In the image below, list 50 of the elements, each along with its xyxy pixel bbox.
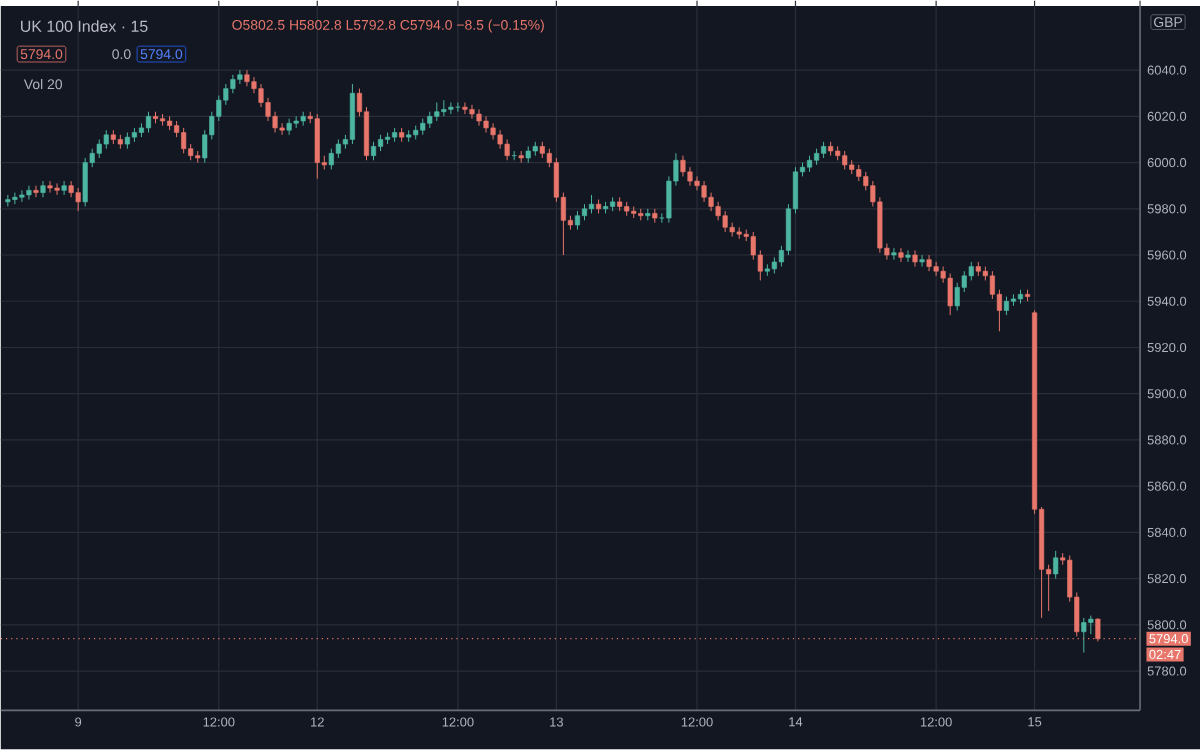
candlestick: [1081, 617, 1087, 654]
candlestick: [75, 187, 81, 212]
candlestick: [230, 74, 236, 94]
candlestick: [314, 113, 320, 180]
candlestick: [33, 185, 39, 198]
candlestick: [434, 102, 440, 122]
candlestick: [574, 210, 581, 231]
candlestick: [82, 157, 88, 208]
candlestick: [1053, 550, 1059, 580]
candlestick: [19, 190, 25, 203]
candlestick: [469, 104, 475, 120]
candlestick: [54, 183, 60, 196]
candlestick: [722, 210, 728, 233]
candlestick: [933, 261, 939, 277]
candlestick: [349, 83, 355, 145]
candlestick: [462, 102, 468, 115]
candlestick: [701, 180, 707, 203]
candlestick: [926, 254, 932, 272]
candlestick: [898, 247, 904, 263]
candlestick: [68, 180, 74, 198]
candlestick: [103, 129, 109, 150]
candlestick: [1003, 296, 1009, 316]
candlestick: [680, 155, 686, 178]
candlestick: [905, 250, 911, 263]
candlestick: [26, 185, 32, 201]
candlestick: [96, 139, 102, 159]
candlestick: [919, 254, 925, 268]
candlestick: [490, 122, 496, 141]
candlestick: [328, 148, 334, 171]
candlestick: [954, 282, 960, 312]
candlestick: [448, 102, 454, 115]
candlestick: [61, 180, 67, 196]
candlestick: [47, 180, 53, 194]
candlestick: [476, 109, 482, 127]
candlestick: [1088, 615, 1094, 635]
candlestick: [455, 102, 461, 113]
candlestick: [286, 118, 292, 136]
candlestick: [237, 69, 243, 85]
candlestick: [145, 111, 152, 134]
candlestick: [40, 180, 46, 198]
candlestick: [483, 116, 489, 134]
candlestick: [244, 69, 250, 87]
candlestick: [912, 250, 918, 268]
candlestick: [181, 127, 187, 155]
candlestick: [947, 273, 953, 316]
candlestick: [891, 247, 897, 261]
candlestick: [12, 192, 18, 205]
candlestick: [588, 194, 595, 215]
candlestick: [370, 141, 377, 161]
candlestick: [842, 150, 848, 171]
